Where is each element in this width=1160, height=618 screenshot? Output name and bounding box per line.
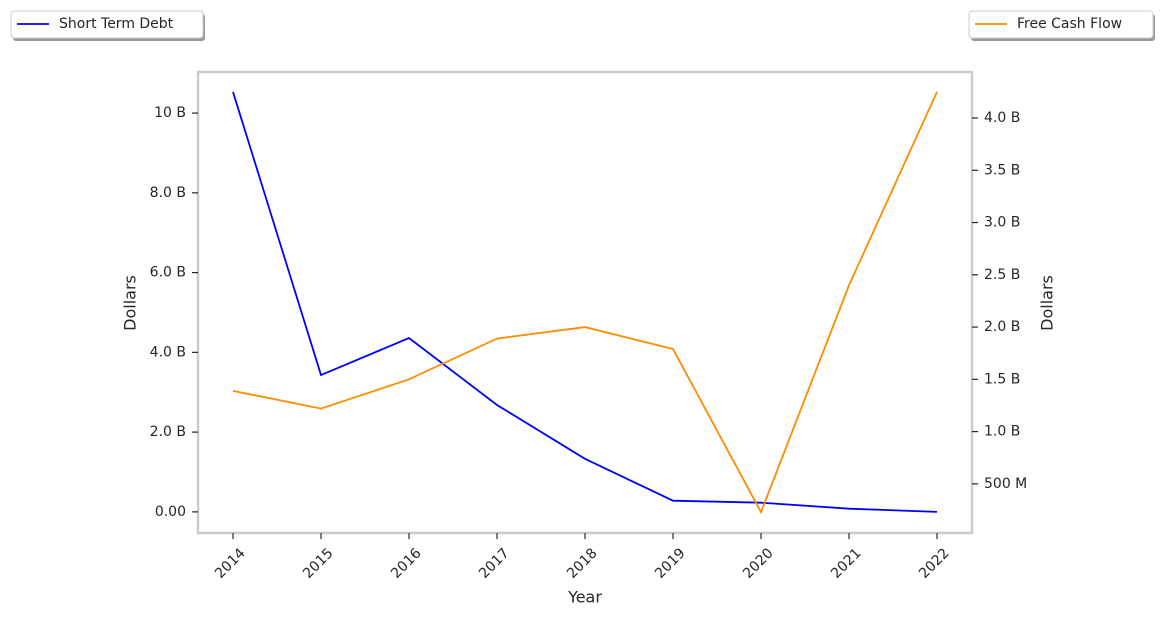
legend: Free Cash Flow [968,10,1155,41]
line-series [232,91,938,513]
y2-tick-label: 4.0 B [984,110,1020,126]
y-tick-label: 2.0 B [150,424,186,440]
y2-tick-label: 1.5 B [984,371,1020,387]
x-tick-label: 2019 [652,545,689,582]
y-tick-label: 4.0 B [150,344,186,360]
x-tick-label: 2021 [828,545,865,582]
x-tick-label: 2015 [300,545,337,582]
legend-box [968,10,1154,39]
y2-tick-label: 3.0 B [984,215,1020,231]
x-tick-label: 2014 [212,545,249,582]
y2-tick-label: 1.0 B [984,424,1020,440]
y-tick-label: 8.0 B [150,185,186,201]
x-tick-label: 2018 [564,545,601,582]
y2-axis-label: Dollars [1038,275,1057,331]
y-axis-label: Dollars [121,275,140,331]
line-series [232,91,938,515]
legend: Short Term Debt [10,10,205,41]
y-tick-label: 6.0 B [150,265,186,281]
y-tick-label: 0.00 [155,504,186,520]
x-axis-label: Year [567,588,602,607]
plot-frame [196,70,974,535]
x-tick-label: 2016 [388,545,425,582]
y2-tick-label: 3.5 B [984,162,1020,178]
y2-tick-label: 2.0 B [984,319,1020,335]
x-tick-label: 2022 [916,545,953,582]
x-tick-label: 2017 [476,545,513,582]
legend-label: Short Term Debt [59,16,174,32]
x-tick-label: 2020 [740,545,777,582]
y2-tick-label: 500 M [984,476,1027,492]
legend-box [10,10,204,39]
legend-label: Free Cash Flow [1017,16,1122,32]
y-tick-label: 10 B [154,105,186,121]
y2-tick-label: 2.5 B [984,267,1020,283]
